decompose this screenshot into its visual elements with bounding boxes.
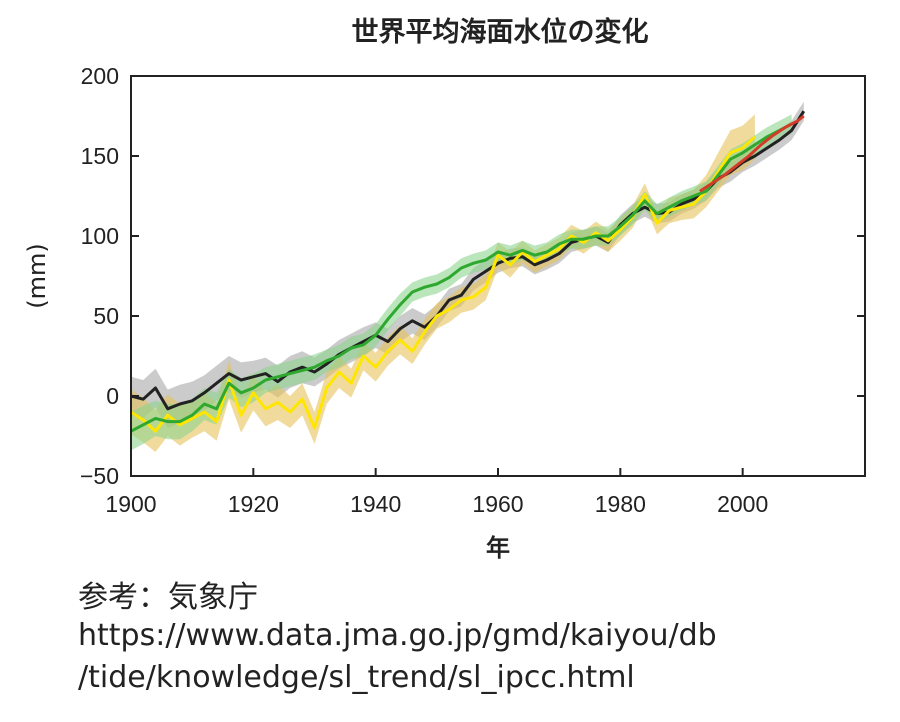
source-url-line-2[interactable]: /tide/knowledge/sl_trend/sl_ipcc.html [78,660,635,695]
x-tick-label-1920: 1920 [228,491,279,517]
y-tick-label-0: 0 [106,383,119,409]
sea-level-chart: 1900 1920 1940 1960 1980 2000−50050100150200 … [23,63,866,560]
y-tick-label--50: −50 [80,463,119,489]
series-1-line [130,110,806,411]
uncertainty-bands [131,101,804,453]
y-tick-label-200: 200 [81,63,119,89]
series-lines [130,110,806,433]
chart-title: 世界平均海面水位の変化 [351,17,649,48]
series-3-band [131,114,792,451]
y-axis-title: (mm) [23,243,51,308]
series-3-line [130,122,793,433]
x-tick-label-1900: 1900 [105,491,156,517]
axis-ticks: 1900 1920 1940 1960 1980 2000 −50 0 50 100 150 200 [80,63,865,517]
x-tick-label-1940: 1940 [350,491,401,517]
x-tick-label-2000: 2000 [717,491,768,517]
series-4-line [699,114,805,193]
x-tick-label-1960: 1960 [472,491,523,517]
source-url-line-1[interactable]: https://www.data.jma.go.jp/gmd/kaiyou/db [78,618,717,653]
y-tick-label-150: 150 [81,143,119,169]
source-label: 参考：気象庁 [78,580,258,615]
x-tick-label-1980: 1980 [595,491,646,517]
x-axis-title: 年 [486,534,510,560]
y-tick-label-100: 100 [81,223,119,249]
y-tick-label-50: 50 [93,303,119,329]
